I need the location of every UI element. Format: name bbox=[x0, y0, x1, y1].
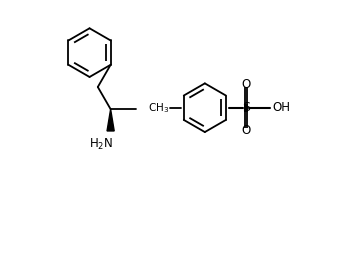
Text: O: O bbox=[241, 124, 251, 137]
Polygon shape bbox=[107, 109, 114, 131]
Text: OH: OH bbox=[272, 101, 290, 114]
Text: H$_2$N: H$_2$N bbox=[89, 137, 113, 153]
Text: CH$_3$: CH$_3$ bbox=[148, 101, 169, 115]
Text: S: S bbox=[242, 101, 250, 114]
Text: O: O bbox=[241, 78, 251, 91]
